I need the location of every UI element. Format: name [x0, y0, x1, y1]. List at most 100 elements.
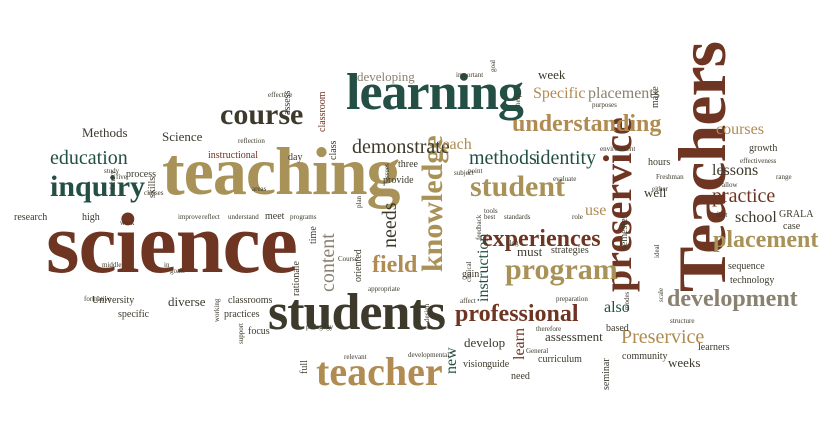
- word-goals: goals: [170, 267, 185, 275]
- word-also: also: [604, 299, 630, 316]
- word-develop: develop: [464, 335, 506, 350]
- word-curriculum: curriculum: [538, 354, 582, 365]
- word-needs: needs: [379, 202, 401, 248]
- word-teacher: teacher: [316, 349, 443, 394]
- word-provide: provide: [383, 175, 414, 186]
- word-role: role: [572, 213, 583, 221]
- word-goal: goal: [489, 59, 497, 72]
- word-class: class: [328, 140, 339, 160]
- word-evaluate: evaluate: [553, 175, 577, 183]
- word-allow: allow: [722, 181, 738, 189]
- word-seminar: seminar: [601, 358, 612, 390]
- word-grala: GRALA: [779, 209, 814, 220]
- word-science: science: [46, 195, 298, 291]
- word-education: education: [50, 147, 128, 169]
- word-must: must: [517, 244, 543, 259]
- word-high: high: [82, 212, 100, 223]
- word-range: range: [776, 173, 792, 181]
- word-issues: issues: [383, 163, 391, 180]
- word-learners: learners: [698, 342, 730, 353]
- word-research: research: [14, 212, 48, 223]
- word-placement: placement: [713, 227, 819, 253]
- word-weeks: weeks: [668, 355, 701, 370]
- word-specific-cap: Specific: [533, 85, 586, 102]
- word-sequence: sequence: [728, 261, 765, 272]
- word-purposes: purposes: [592, 101, 617, 109]
- word-placements: placements: [588, 85, 660, 102]
- word-hours: hours: [648, 157, 671, 168]
- word-preservice-cap: Preservice: [621, 326, 705, 348]
- word-standards: standards: [504, 213, 531, 221]
- word-understand: understand: [228, 213, 259, 221]
- word-subject: subject: [454, 169, 474, 177]
- word-study: study: [104, 167, 120, 175]
- word-effective: effective: [268, 91, 293, 99]
- word-lessons: lessons: [712, 162, 759, 179]
- word-development: development: [667, 286, 798, 312]
- word-week: week: [538, 67, 566, 82]
- word-rationale: rationale: [291, 261, 302, 296]
- word-plan: plan: [355, 195, 363, 208]
- word-teach: teach: [438, 136, 472, 153]
- word-working: working: [213, 298, 221, 322]
- word-programs: programs: [290, 213, 317, 221]
- word-day: day: [288, 152, 303, 163]
- word-identity: identity: [535, 147, 597, 169]
- word-learn: learn: [511, 328, 528, 360]
- word-methods-cap: Methods: [82, 125, 128, 140]
- word-professional: professional: [455, 301, 579, 327]
- word-effectiveness: effectiveness: [740, 157, 777, 165]
- word-affect: affect: [460, 297, 476, 305]
- word-ideal: ideal: [653, 244, 661, 258]
- word-therefore: therefore: [536, 325, 562, 333]
- word-relevant: relevant: [344, 353, 367, 361]
- word-field: field: [372, 252, 418, 278]
- word-well: well: [644, 185, 667, 200]
- word-semester: semester: [619, 215, 630, 250]
- word-developmental: developmental: [408, 351, 450, 359]
- word-instruction: instruction: [475, 233, 492, 302]
- word-diverse: diverse: [168, 294, 206, 309]
- word-point: point: [468, 167, 483, 175]
- word-strategies: strategies: [551, 245, 589, 256]
- word-blog: blog: [506, 239, 519, 247]
- word-pedagogy: pedagogy: [306, 323, 334, 331]
- word-understanding: understanding: [512, 111, 662, 137]
- word-gain: gain: [462, 269, 480, 280]
- word-areas: areas: [252, 185, 267, 193]
- word-modes: modes: [623, 291, 631, 310]
- word-based: based: [606, 323, 629, 334]
- word-five: five: [116, 173, 127, 181]
- word-improve: improve: [178, 213, 202, 221]
- word-program: program: [505, 253, 618, 286]
- word-vision: vision: [463, 359, 488, 370]
- word-best: best: [484, 213, 496, 221]
- word-first: first: [716, 211, 728, 219]
- word-specific: specific: [118, 309, 150, 320]
- word-community: community: [622, 351, 668, 362]
- word-experiences: experiences: [482, 226, 601, 252]
- word-practice: practice: [712, 185, 776, 207]
- word-appropriate: appropriate: [368, 285, 400, 293]
- word-support: support: [237, 323, 245, 344]
- word-school: school: [735, 209, 777, 226]
- word-course: course: [220, 98, 304, 131]
- word-teaching: teaching: [162, 133, 401, 209]
- word-instructional: instructional: [208, 150, 258, 161]
- word-make: make: [650, 86, 661, 108]
- word-structure: structure: [670, 317, 695, 325]
- word-university: University: [92, 295, 135, 306]
- word-student: student: [470, 170, 566, 203]
- word-content: content: [317, 233, 339, 292]
- word-design: design: [423, 303, 431, 322]
- word-important: important: [456, 71, 484, 79]
- word-developing: developing: [357, 69, 415, 84]
- word-science-cap: Science: [162, 129, 203, 144]
- word-either: either: [652, 185, 668, 193]
- word-formative: formative: [84, 295, 112, 303]
- word-help: help: [514, 93, 522, 106]
- word-focus: focus: [248, 326, 270, 337]
- word-course-cap: Course: [338, 255, 358, 263]
- word-tools: tools: [484, 207, 498, 215]
